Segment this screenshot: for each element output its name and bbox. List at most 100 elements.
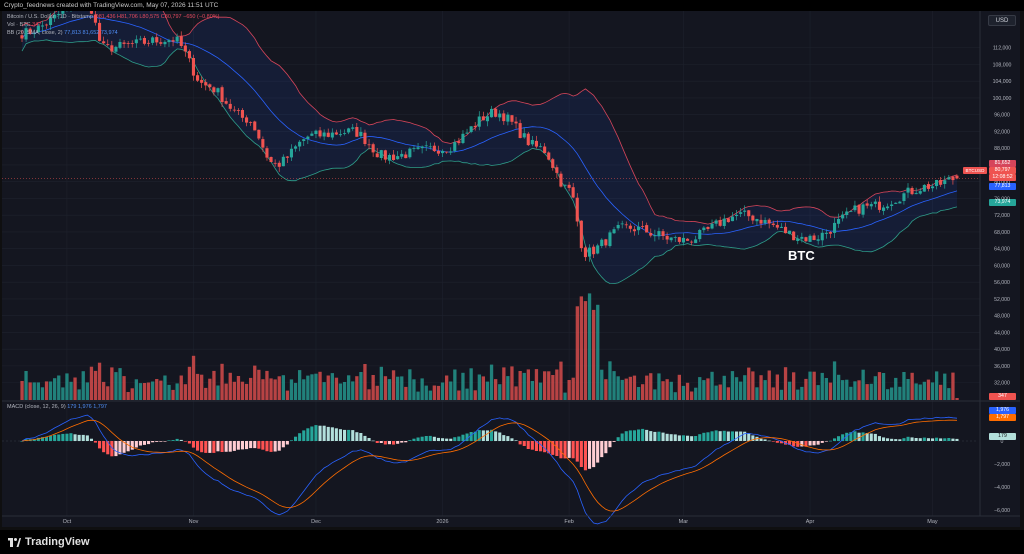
candle-body (567, 184, 571, 188)
volume-bar (812, 371, 816, 400)
candle-body (24, 28, 28, 40)
macd-histogram-bar (261, 441, 265, 450)
price-tick-label: 104,000 (993, 79, 1012, 85)
volume-bar (718, 384, 722, 400)
volume-bar (244, 383, 249, 400)
candle-body (841, 214, 845, 219)
volume-bar (89, 366, 94, 400)
volume-bar (877, 372, 882, 400)
legend-volume[interactable]: Vol · BTC (7, 22, 31, 28)
volume-bar (661, 381, 665, 400)
macd-histogram-bar (526, 441, 530, 449)
macd-histogram-bar (559, 441, 563, 459)
macd-histogram-bar (130, 441, 134, 450)
candle-body (351, 127, 355, 129)
macd-histogram-bar (730, 431, 734, 441)
currency-button[interactable]: USD (988, 15, 1016, 26)
macd-histogram-bar (861, 432, 865, 441)
volume-bar (657, 373, 661, 400)
legend-macd[interactable]: MACD (close, 12, 26, 9) (7, 404, 66, 410)
macd-histogram-bar (420, 436, 424, 441)
macd-histogram-bar (637, 429, 641, 441)
candle-body (179, 36, 183, 46)
candle-body (469, 126, 473, 132)
macd-histogram-bar (375, 441, 379, 443)
macd-histogram-bar (98, 441, 102, 449)
volume-bar (751, 371, 755, 400)
candle-body (432, 145, 436, 152)
macd-histogram-bar (522, 441, 526, 446)
candle-body (490, 108, 494, 118)
candle-body (481, 116, 485, 121)
candle-body (453, 142, 457, 151)
macd-histogram-bar (204, 441, 208, 453)
macd-histogram-bar (539, 441, 543, 452)
legend-symbol[interactable]: Bitcoin / U.S. Dollar · 1D · Bitstamp (7, 14, 93, 20)
candle-body (183, 45, 187, 52)
candle-body (134, 39, 138, 44)
price-tick-label: 60,000 (994, 263, 1010, 269)
volume-bar (359, 372, 363, 400)
macd-histogram-bar (387, 441, 391, 445)
candle-body (355, 127, 359, 137)
macd-histogram-bar (645, 429, 649, 441)
macd-histogram-bar (698, 434, 702, 441)
macd-histogram-bar (608, 441, 612, 448)
candle-body (306, 136, 310, 139)
volume-bar (171, 389, 175, 400)
macd-histogram-bar (775, 441, 779, 443)
candle-body (869, 204, 873, 207)
chart-svg[interactable]: 112,000 108,000 104,000 100,000 96,000 92,000… (2, 0, 1020, 527)
volume-bar (436, 385, 441, 400)
volume-bar (318, 371, 322, 400)
macd-histogram-bar (653, 431, 657, 441)
volume-bar (865, 384, 869, 400)
candle-body (240, 110, 244, 118)
candle-body (334, 132, 338, 135)
macd-histogram-bar (126, 441, 130, 452)
candle-body (473, 125, 477, 128)
candle-body (861, 204, 865, 215)
price-tick-label: 108,000 (993, 63, 1012, 69)
volume-bar (943, 373, 947, 400)
volume-bar (351, 381, 355, 400)
macd-histogram-bar (841, 434, 845, 441)
volume-bar (53, 378, 57, 400)
macd-histogram-bar (322, 425, 326, 441)
volume-bar (922, 381, 926, 400)
tradingview-logo[interactable]: TradingView (8, 536, 90, 548)
volume-bar (608, 361, 612, 400)
macd-histogram-bar (436, 437, 440, 441)
volume-bar (200, 374, 204, 400)
time-tick-label: Nov (189, 519, 199, 525)
macd-histogram-bar (257, 441, 261, 449)
volume-bar (694, 387, 698, 400)
tradingview-logo-icon (8, 537, 21, 547)
macd-histogram-bar (65, 433, 69, 441)
candle-body (739, 212, 743, 214)
volume-bar (522, 372, 526, 400)
volume-bar (151, 381, 155, 400)
macd-histogram-bar (518, 441, 522, 445)
time-axis: Oct Nov Dec 2026 Feb Mar Apr May (63, 519, 938, 525)
macd-histogram-bar (873, 433, 877, 441)
macd-histogram-bar (612, 441, 616, 442)
legend-bb[interactable]: BB (20, SMA, close, 2) (7, 30, 63, 36)
candle-body (245, 117, 249, 123)
volume-bar (314, 373, 318, 400)
candle-body (461, 133, 465, 143)
candle-body (428, 146, 432, 148)
price-tick-label: 80,000 (994, 180, 1010, 186)
macd-histogram-bar (792, 441, 796, 447)
macd-histogram-bar (571, 441, 575, 459)
chart-area[interactable]: 112,000 108,000 104,000 100,000 96,000 92,000… (2, 0, 1020, 527)
macd-histogram-bar (334, 428, 338, 441)
macd-histogram-bar (926, 438, 930, 441)
volume-bar (32, 382, 36, 400)
volume-bar (592, 309, 596, 400)
macd-histogram-bar (265, 441, 269, 452)
volume-bar (800, 386, 804, 400)
macd-histogram-bar (931, 438, 935, 441)
macd-histogram-bar (473, 431, 477, 441)
volume-bar (363, 364, 367, 400)
